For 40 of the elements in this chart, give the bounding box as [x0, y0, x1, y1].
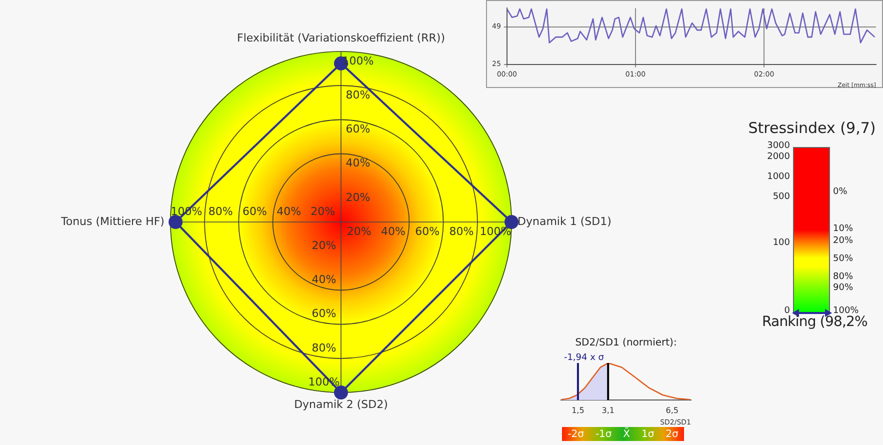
chart-title: SD2/SD1 (normiert): [575, 338, 677, 349]
y-tick-label: 60% [346, 122, 370, 136]
spoke-label: Tonus (Mittiere HF) [60, 214, 164, 228]
text: 20% [312, 238, 336, 252]
text: 80% [312, 341, 336, 354]
spoke-label: Dynamik 1 (SD1) [518, 214, 612, 228]
x-tick-label: 3,1 [602, 406, 614, 415]
text: 0% [833, 187, 848, 197]
text: 1000 [767, 172, 790, 182]
text: 40% [380, 224, 406, 238]
y-tick-label: 40% [346, 156, 370, 170]
text: 20% [833, 236, 854, 246]
text: Stressindex (9,7) [747, 119, 877, 137]
y-tick-label: 20% [346, 190, 370, 204]
spoke-label: Flexibilität (Variationskoeffizient (RR)) [236, 32, 446, 45]
text: 40% [276, 204, 302, 218]
text: 100 [772, 238, 790, 248]
color-scale-strip: -2σ -1σ X̄ 1σ 2σ [562, 427, 684, 441]
text: 100% [833, 306, 859, 316]
ref-line-label: -1,94 x σ [564, 352, 604, 363]
x-tick-label: 6,5 [666, 406, 679, 415]
text: 80% [208, 204, 233, 218]
text: Ranking (98,2% [762, 314, 868, 330]
text: 50% [833, 254, 854, 264]
text: 60% [312, 307, 336, 320]
text: 3000 [767, 141, 790, 151]
text: 500 [772, 192, 790, 202]
text: 0 [784, 306, 790, 316]
text: 90% [833, 283, 854, 293]
spoke-label: Dynamik 2 (SD2) [294, 398, 388, 411]
text: 2000 [767, 152, 790, 162]
text: 80% [833, 272, 854, 282]
y-tick-label: 80% [346, 88, 370, 102]
text: 40% [312, 273, 336, 286]
text: 20% [310, 204, 336, 218]
text: 80% [449, 224, 474, 238]
x-tick-label: 1,5 [572, 406, 584, 415]
text: 10% [833, 224, 854, 234]
text: 60% [242, 204, 267, 218]
text: 60% [415, 224, 440, 238]
